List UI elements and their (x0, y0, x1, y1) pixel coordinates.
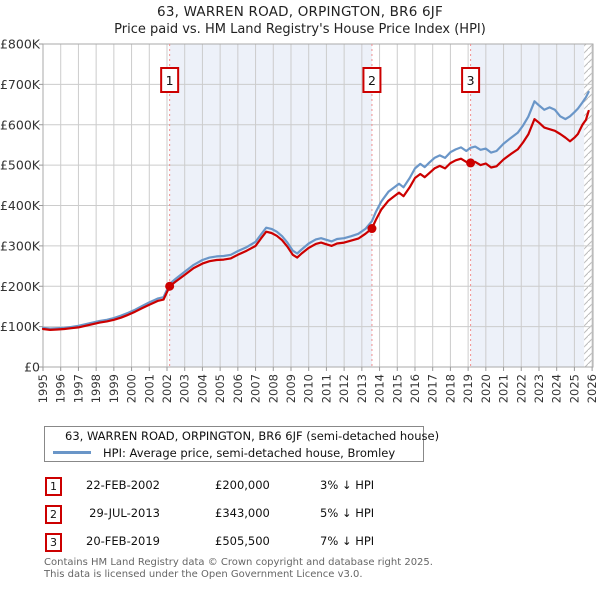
y-axis-label: £400K (0, 198, 41, 213)
chart-header: 63, WARREN ROAD, ORPINGTON, BR6 6JF Pric… (0, 3, 600, 38)
hpi-line (41, 90, 590, 330)
sale-row-1: 1 22-FEB-2002 £200,000 3% ↓ HPI (0, 477, 600, 496)
x-axis-label: 2018 (443, 374, 457, 403)
page-subtitle: Price paid vs. HM Land Registry's House … (114, 22, 486, 37)
x-axis-label: 2024 (550, 374, 564, 403)
x-axis-label: 2016 (408, 374, 422, 403)
x-axis-label: 2019 (461, 374, 475, 403)
y-axis-label: £200K (0, 279, 41, 294)
x-axis-label: 1999 (107, 374, 121, 403)
page-title: 63, WARREN ROAD, ORPINGTON, BR6 6JF (157, 4, 443, 20)
legend-entry-hpi: HPI: Average price, semi-detached house,… (45, 445, 423, 460)
x-axis-label: 2009 (284, 374, 298, 403)
sale-2-number-badge: 2 (45, 505, 62, 524)
sale-3-number-badge: 3 (45, 533, 62, 552)
x-axis-label: 1997 (71, 374, 85, 403)
event-number-label: 3 (467, 73, 475, 88)
sale-1-vs-hpi: 3% ↓ HPI (320, 478, 375, 492)
x-axis-label: 2003 (178, 374, 192, 403)
licence-footer: Contains HM Land Registry data © Crown c… (44, 557, 584, 580)
x-axis-label: 2017 (426, 374, 440, 403)
event-number-label: 2 (368, 73, 376, 88)
x-axis-label: 2007 (249, 374, 263, 403)
sale-2-price: £343,000 (215, 506, 270, 520)
x-axis-label: 2011 (319, 374, 333, 403)
x-axis-label: 2023 (532, 374, 546, 403)
x-axis-label: 2006 (231, 374, 245, 403)
sale-3-vs-hpi: 7% ↓ HPI (320, 534, 375, 548)
x-axis-label: 2015 (390, 374, 404, 403)
y-axis-label: £700K (0, 77, 41, 92)
x-axis-label: 1996 (54, 374, 68, 403)
sale-3-date: 20-FEB-2019 (86, 534, 160, 548)
x-axis-label: 2002 (160, 374, 174, 403)
x-axis-label: 2008 (266, 374, 280, 403)
sale-marker (466, 158, 476, 168)
sale-2-vs-hpi: 5% ↓ HPI (320, 506, 375, 520)
x-axis-label: 1995 (36, 374, 50, 403)
licence-line-2: This data is licensed under the Open Gov… (44, 568, 363, 580)
x-axis-label: 2004 (195, 374, 209, 403)
sale-row-2: 2 29-JUL-2013 £343,000 5% ↓ HPI (0, 505, 600, 524)
event-number-label: 1 (166, 73, 174, 88)
x-axis-label: 2010 (302, 374, 316, 403)
event-number-box (461, 67, 481, 93)
price-line (41, 109, 590, 331)
hpi-line-swatch (53, 451, 91, 454)
x-axis-label: 2000 (125, 374, 139, 403)
legend-label-hpi: HPI: Average price, semi-detached house,… (103, 445, 396, 460)
x-axis-label: 2026 (585, 374, 599, 403)
x-axis-label: 2021 (497, 374, 511, 403)
x-axis-label: 2022 (514, 374, 528, 403)
y-axis-label: £600K (0, 117, 41, 132)
sale-3-price: £505,500 (215, 534, 270, 548)
x-axis-label: 2014 (373, 374, 387, 403)
event-number-box (362, 67, 382, 93)
sale-1-number-badge: 1 (45, 477, 62, 496)
sale-marker (367, 224, 377, 234)
x-axis-label: 2013 (355, 374, 369, 403)
event-number-box (160, 67, 180, 93)
legend-entry-property: 63, WARREN ROAD, ORPINGTON, BR6 6JF (sem… (45, 428, 439, 443)
y-axis-label: £100K (0, 319, 41, 334)
x-axis-label: 2012 (337, 374, 351, 403)
y-axis-label: £500K (0, 158, 41, 173)
sale-1-price: £200,000 (215, 478, 270, 492)
price-chart: 1 2 3 £0 £100K £200K £300K £400K £500K £600K £700K… (0, 37, 599, 404)
y-axis-label: £800K (0, 37, 41, 52)
sale-row-3: 3 20-FEB-2019 £505,500 7% ↓ HPI (0, 533, 600, 552)
y-axis-label: £300K (0, 238, 41, 253)
chart-legend: 63, WARREN ROAD, ORPINGTON, BR6 6JF (sem… (44, 426, 439, 462)
sale-1-date: 22-FEB-2002 (86, 478, 160, 492)
x-axis-label: 2020 (479, 374, 493, 403)
x-axis-label: 1998 (89, 374, 103, 403)
licence-line-1: Contains HM Land Registry data © Crown c… (44, 557, 433, 568)
sale-marker (165, 281, 175, 291)
x-axis-label: 2005 (213, 374, 227, 403)
x-axis-label: 2025 (567, 374, 581, 403)
y-axis-label: £0 (24, 360, 40, 375)
x-axis-label: 2001 (142, 374, 156, 403)
sale-2-date: 29-JUL-2013 (89, 506, 160, 520)
legend-label-property: 63, WARREN ROAD, ORPINGTON, BR6 6JF (sem… (65, 428, 440, 443)
